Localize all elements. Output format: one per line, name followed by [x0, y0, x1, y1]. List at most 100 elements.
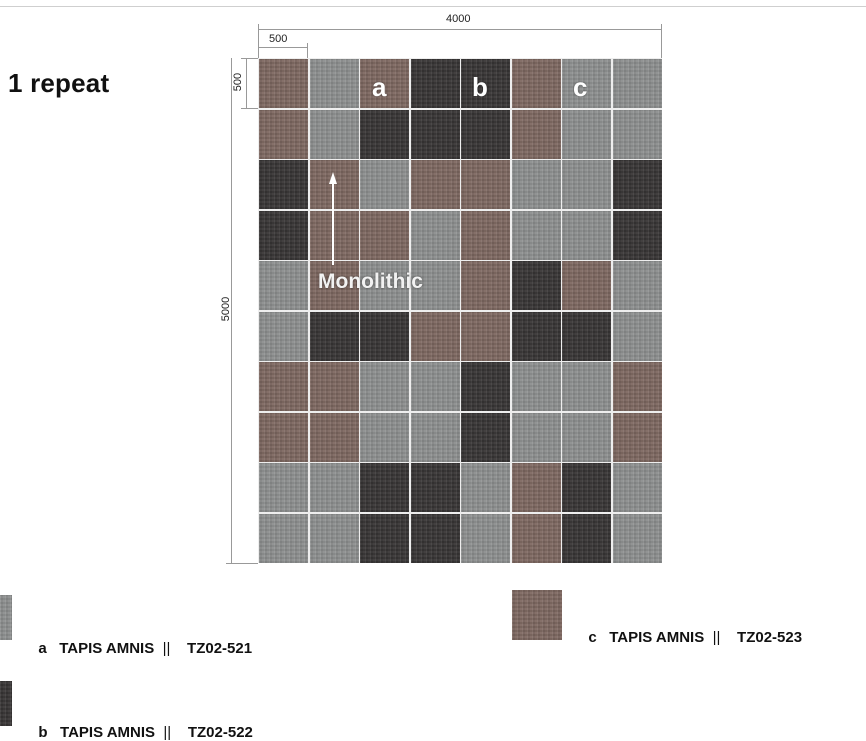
carpet-tile-b [613, 160, 662, 209]
legend-swatch-a [0, 595, 12, 640]
carpet-tile-b [360, 514, 409, 563]
carpet-tile-a [310, 463, 359, 512]
carpet-tile-b [411, 514, 460, 563]
carpet-tile-a [613, 59, 662, 108]
carpet-tile-a [562, 413, 611, 462]
legend-letter: c [588, 629, 597, 646]
total-width-extension-left [258, 24, 259, 58]
carpet-tile-a [310, 110, 359, 159]
carpet-tile-a [613, 312, 662, 361]
carpet-tile-c [461, 261, 510, 310]
carpet-tile-a [613, 261, 662, 310]
carpet-tile-b [512, 312, 561, 361]
tile-height-extension-bottom [241, 108, 258, 109]
carpet-tile-b [512, 261, 561, 310]
carpet-tile-c [512, 514, 561, 563]
carpet-tile-c [461, 211, 510, 260]
carpet-tile-a [512, 362, 561, 411]
tile-width-label: 500 [269, 33, 288, 45]
carpet-tile-a [512, 160, 561, 209]
carpet-tile-b [360, 110, 409, 159]
legend-entry-c: c TAPIS AMNIS || TZ02-523 [580, 612, 802, 646]
carpet-tile-b [360, 463, 409, 512]
legend-product: TAPIS AMNIS [59, 640, 155, 657]
carpet-tile-b [562, 312, 611, 361]
carpet-tile-a [310, 514, 359, 563]
carpet-tile-b [310, 312, 359, 361]
tile-label-a: a [372, 72, 387, 102]
carpet-tile-a [310, 59, 359, 108]
legend-entry-b: b TAPIS AMNIS || TZ02-522 [30, 707, 253, 741]
legend-separator: || [162, 640, 171, 657]
total-width-label: 4000 [446, 13, 471, 25]
carpet-tile-c [360, 211, 409, 260]
total-height-dimension-line [231, 58, 232, 563]
carpet-tile-a [411, 211, 460, 260]
carpet-tile-b [461, 59, 510, 108]
legend-code: TZ02-523 [737, 629, 803, 646]
carpet-tile-c [512, 463, 561, 512]
carpet-tile-c [411, 312, 460, 361]
carpet-tile-a [613, 110, 662, 159]
carpet-tile-c [259, 362, 308, 411]
carpet-tile-c [310, 211, 359, 260]
carpet-tile-a [562, 110, 611, 159]
carpet-tile-a [512, 211, 561, 260]
monolithic-annotation: Monolithic [318, 270, 423, 293]
carpet-tile-a [259, 463, 308, 512]
carpet-tile-a [461, 514, 510, 563]
carpet-tile-b [411, 110, 460, 159]
carpet-tile-a [562, 211, 611, 260]
total-height-label: 5000 [220, 296, 232, 322]
legend-separator: || [712, 629, 721, 646]
carpet-tile-c [613, 362, 662, 411]
carpet-tile-c [259, 413, 308, 462]
carpet-tile-b [259, 211, 308, 260]
direction-arrow-icon [329, 172, 337, 265]
carpet-tile-c [360, 59, 409, 108]
carpet-tile-c [310, 413, 359, 462]
page-title: 1 repeat [8, 68, 110, 98]
tile-height-extension-top [241, 58, 258, 59]
total-width-dimension-line [258, 29, 662, 30]
carpet-tile-b [461, 110, 510, 159]
carpet-tile-c [310, 160, 359, 209]
carpet-tile-a [411, 413, 460, 462]
legend-product: TAPIS AMNIS [609, 629, 705, 646]
carpet-tile-b [613, 211, 662, 260]
carpet-tile-a [360, 261, 409, 310]
carpet-tile-a [360, 160, 409, 209]
legend-product: TAPIS AMNIS [60, 724, 156, 741]
carpet-tile-a [360, 413, 409, 462]
carpet-tile-a [360, 362, 409, 411]
carpet-tile-b [562, 514, 611, 563]
legend-code: TZ02-522 [187, 724, 253, 741]
carpet-tile-c [461, 160, 510, 209]
total-height-extension-bottom [226, 563, 258, 564]
carpet-tile-c [613, 413, 662, 462]
carpet-tile-a [562, 59, 611, 108]
top-divider-line [0, 6, 866, 7]
carpet-tile-c [512, 59, 561, 108]
carpet-tile-a [259, 514, 308, 563]
carpet-tile-c [259, 59, 308, 108]
tile-label-b: b [472, 72, 488, 102]
legend-letter: b [38, 724, 48, 741]
carpet-tile-b [411, 463, 460, 512]
legend-entry-a: a TAPIS AMNIS || TZ02-521 [30, 623, 252, 657]
carpet-tile-a [411, 362, 460, 411]
carpet-tile-b [411, 59, 460, 108]
carpet-tile-c [461, 312, 510, 361]
carpet-tile-b [259, 160, 308, 209]
carpet-tile-c [259, 110, 308, 159]
carpet-tile-a [613, 463, 662, 512]
carpet-tile-c [512, 110, 561, 159]
total-width-extension-right [661, 24, 662, 58]
carpet-tile-a [613, 514, 662, 563]
tile-height-dimension-line [246, 58, 247, 108]
tile-width-dimension-line [258, 47, 308, 48]
carpet-tile-b [562, 463, 611, 512]
legend-swatch-c [512, 590, 562, 640]
carpet-tile-a [461, 463, 510, 512]
carpet-tile-c [310, 362, 359, 411]
